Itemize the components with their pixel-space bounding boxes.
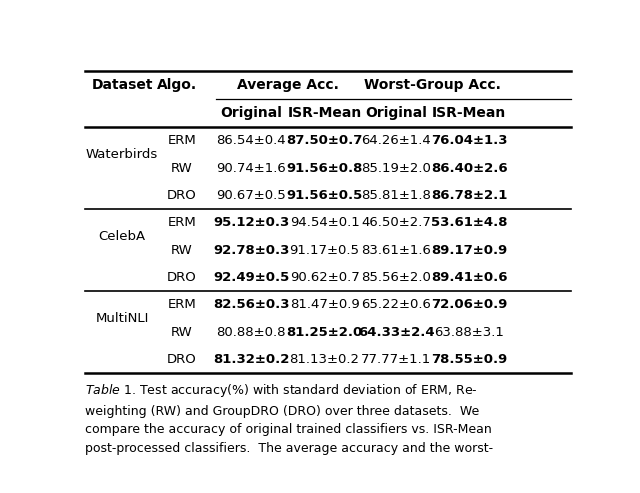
Text: 90.67±0.5: 90.67±0.5 (216, 189, 286, 202)
Text: 80.88±0.8: 80.88±0.8 (216, 325, 286, 339)
Text: 85.81±1.8: 85.81±1.8 (362, 189, 431, 202)
Text: 81.13±0.2: 81.13±0.2 (289, 353, 360, 366)
Text: 81.25±2.0: 81.25±2.0 (287, 325, 363, 339)
Text: 65.22±0.6: 65.22±0.6 (362, 298, 431, 311)
Text: 63.88±3.1: 63.88±3.1 (435, 325, 504, 339)
Text: 86.54±0.4: 86.54±0.4 (216, 134, 286, 147)
Text: ERM: ERM (167, 216, 196, 229)
Text: 91.56±0.5: 91.56±0.5 (287, 189, 363, 202)
Text: 46.50±2.7: 46.50±2.7 (362, 216, 431, 229)
Text: 95.12±0.3: 95.12±0.3 (213, 216, 289, 229)
Text: Original: Original (220, 106, 282, 120)
Text: Original: Original (365, 106, 428, 120)
Text: 89.17±0.9: 89.17±0.9 (431, 244, 508, 257)
Text: 92.78±0.3: 92.78±0.3 (213, 244, 289, 257)
Text: $\it{Table\ 1}$. Test accuracy(%) with standard deviation of ERM, Re-
weighting : $\it{Table\ 1}$. Test accuracy(%) with s… (85, 382, 493, 455)
Text: 86.40±2.6: 86.40±2.6 (431, 162, 508, 175)
Text: 85.56±2.0: 85.56±2.0 (362, 271, 431, 284)
Text: 64.26±1.4: 64.26±1.4 (362, 134, 431, 147)
Text: ERM: ERM (167, 298, 196, 311)
Text: Dataset: Dataset (92, 78, 153, 92)
Text: 82.56±0.3: 82.56±0.3 (213, 298, 289, 311)
Text: 81.32±0.2: 81.32±0.2 (213, 353, 289, 366)
Text: 94.54±0.1: 94.54±0.1 (290, 216, 360, 229)
Text: 91.17±0.5: 91.17±0.5 (289, 244, 360, 257)
Text: 92.49±0.5: 92.49±0.5 (213, 271, 289, 284)
Text: DRO: DRO (167, 353, 196, 366)
Text: ERM: ERM (167, 134, 196, 147)
Text: 87.50±0.7: 87.50±0.7 (286, 134, 363, 147)
Text: 76.04±1.3: 76.04±1.3 (431, 134, 508, 147)
Text: 77.77±1.1: 77.77±1.1 (362, 353, 431, 366)
Text: CelebA: CelebA (99, 230, 146, 243)
Text: 85.19±2.0: 85.19±2.0 (362, 162, 431, 175)
Text: 89.41±0.6: 89.41±0.6 (431, 271, 508, 284)
Text: 90.74±1.6: 90.74±1.6 (216, 162, 286, 175)
Text: ISR-Mean: ISR-Mean (432, 106, 506, 120)
Text: ISR-Mean: ISR-Mean (287, 106, 362, 120)
Text: DRO: DRO (167, 271, 196, 284)
Text: 90.62±0.7: 90.62±0.7 (290, 271, 360, 284)
Text: RW: RW (171, 244, 193, 257)
Text: RW: RW (171, 325, 193, 339)
Text: Worst-Group Acc.: Worst-Group Acc. (364, 78, 501, 92)
Text: Average Acc.: Average Acc. (237, 78, 339, 92)
Text: 72.06±0.9: 72.06±0.9 (431, 298, 508, 311)
Text: 78.55±0.9: 78.55±0.9 (431, 353, 508, 366)
Text: 53.61±4.8: 53.61±4.8 (431, 216, 508, 229)
Text: 91.56±0.8: 91.56±0.8 (286, 162, 363, 175)
Text: 86.78±2.1: 86.78±2.1 (431, 189, 508, 202)
Text: 64.33±2.4: 64.33±2.4 (358, 325, 435, 339)
Text: DRO: DRO (167, 189, 196, 202)
Text: Algo.: Algo. (157, 78, 196, 92)
Text: MultiNLI: MultiNLI (95, 312, 149, 325)
Text: 83.61±1.6: 83.61±1.6 (362, 244, 431, 257)
Text: Waterbirds: Waterbirds (86, 148, 158, 161)
Text: RW: RW (171, 162, 193, 175)
Text: 81.47±0.9: 81.47±0.9 (290, 298, 360, 311)
